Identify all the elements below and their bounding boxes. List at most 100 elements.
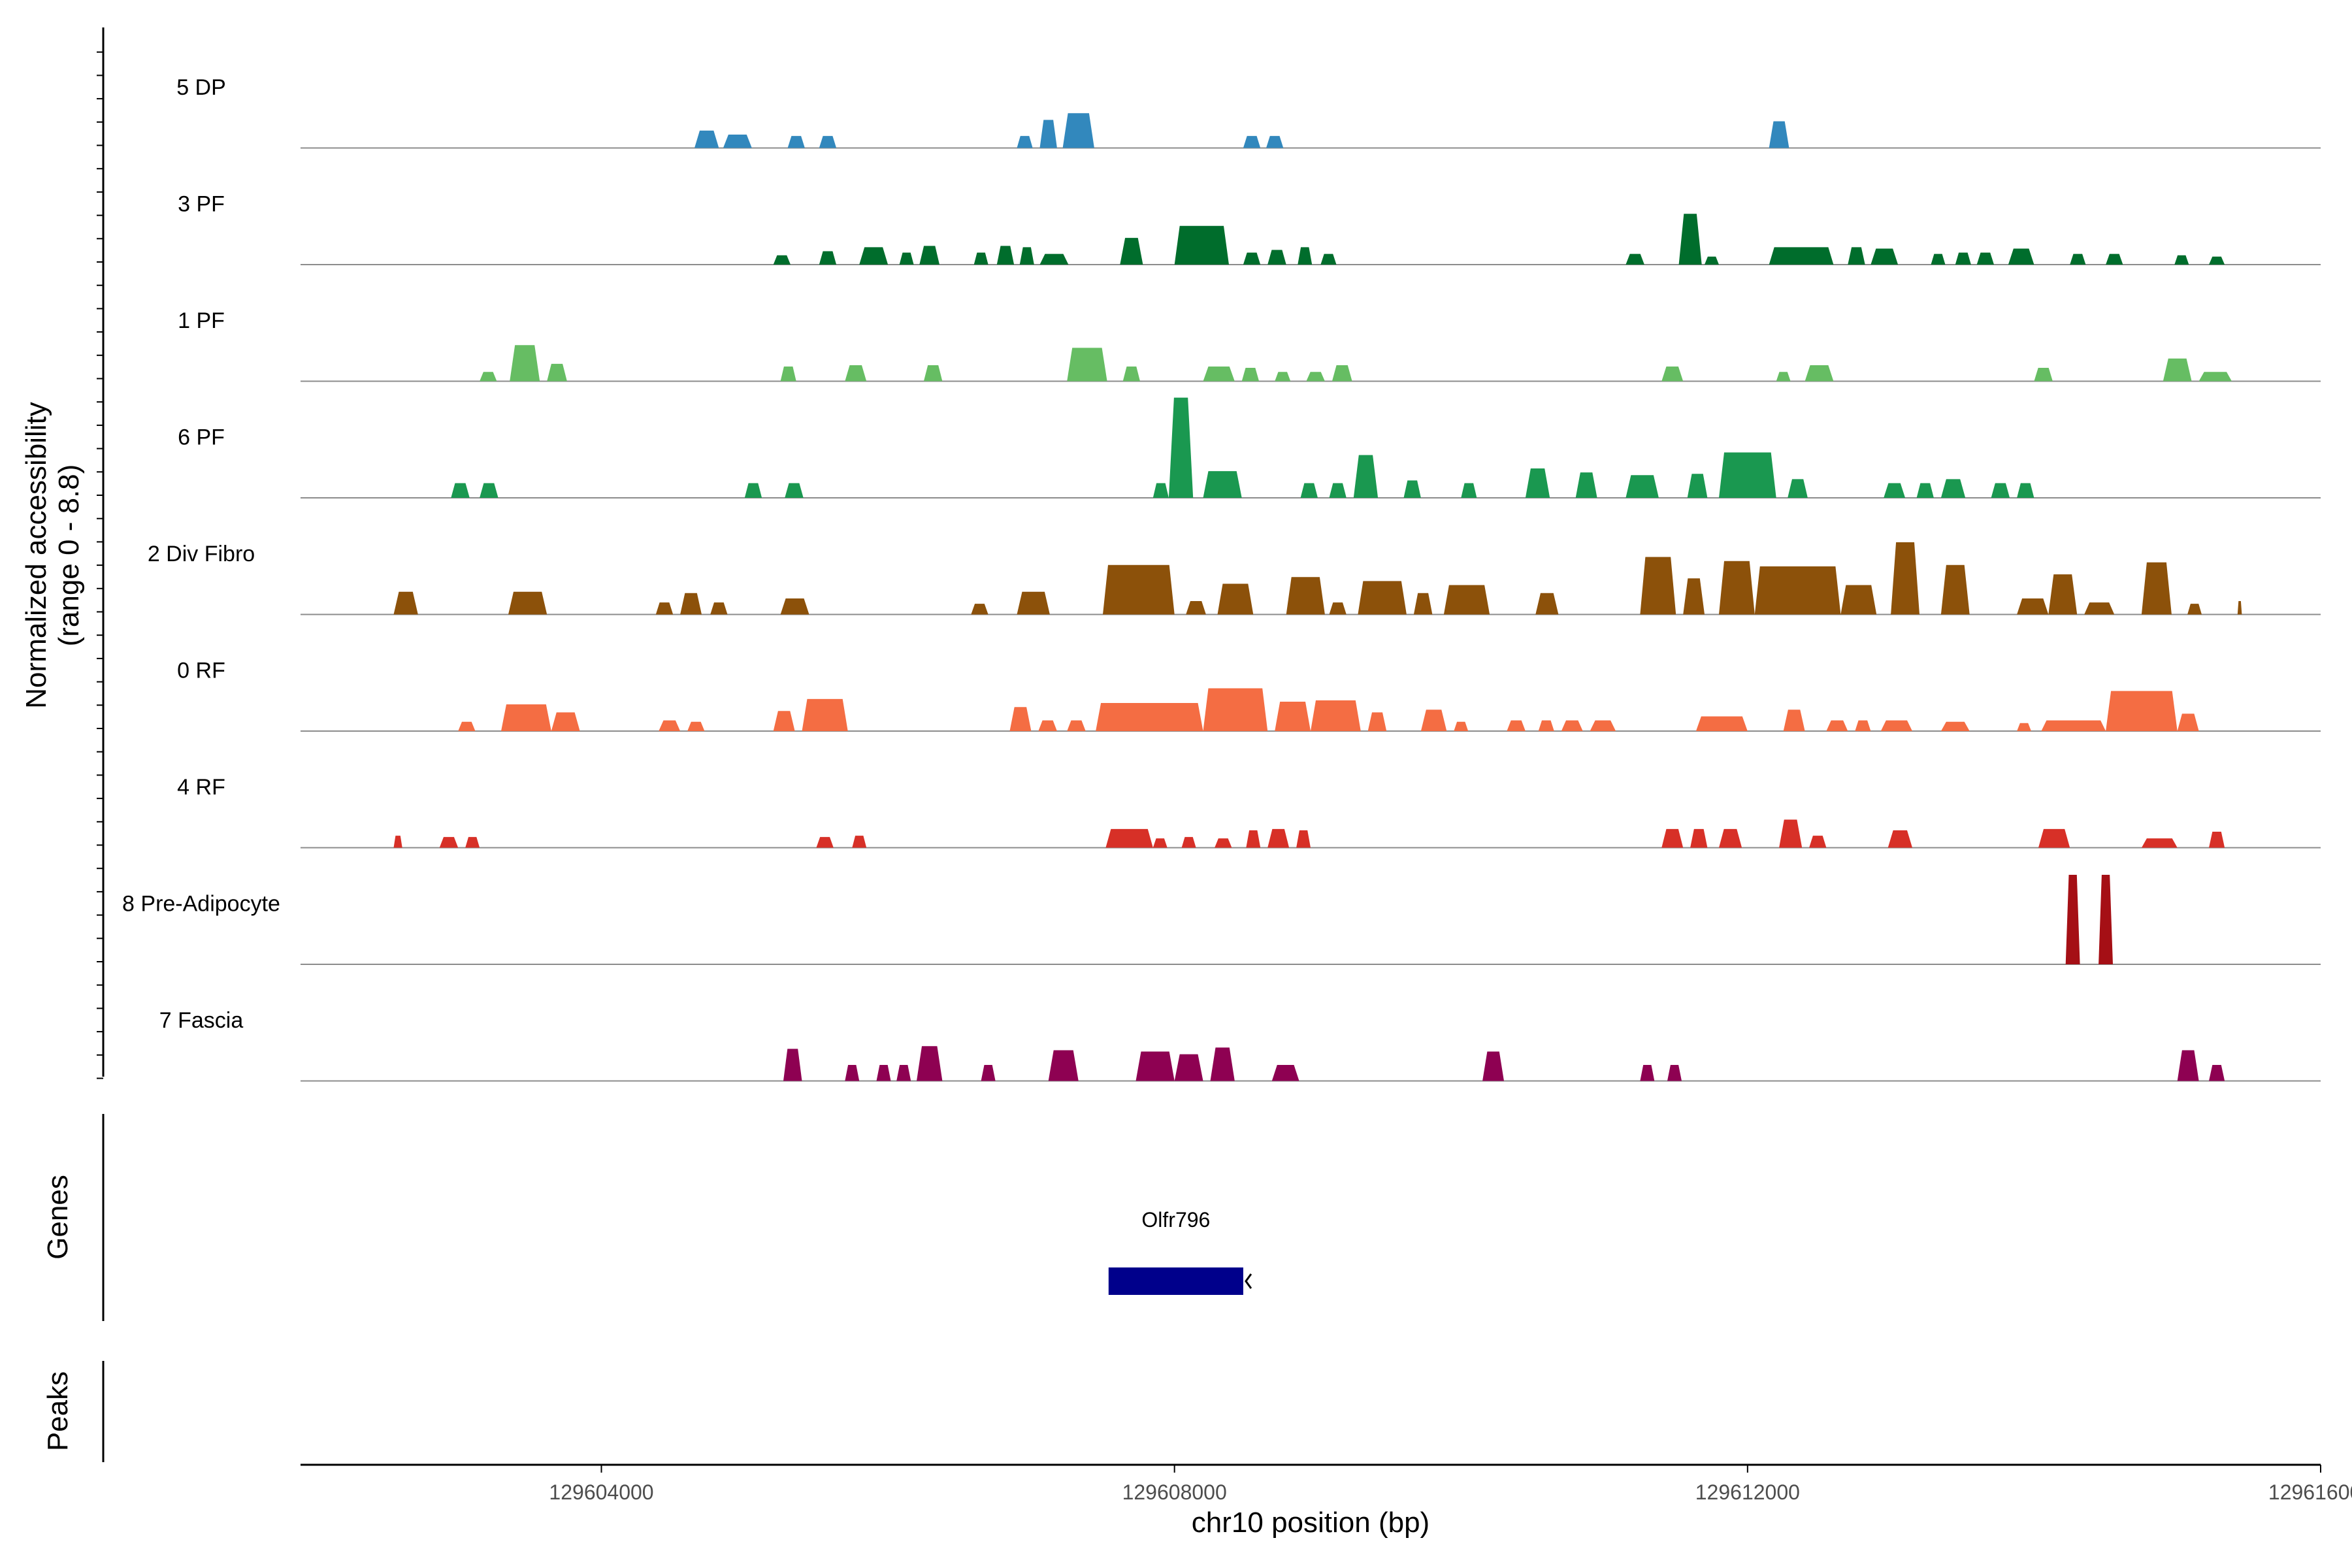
y-axis-title-line2: (range 0 - 8.8) [53, 465, 85, 647]
accessibility-peak [1331, 365, 1352, 382]
accessibility-peak [1203, 471, 1242, 498]
accessibility-peak [2034, 368, 2053, 382]
accessibility-peak [1353, 455, 1379, 498]
accessibility-peak [1640, 1065, 1655, 1081]
strand-arrow-icon [1245, 1273, 1252, 1289]
accessibility-peak [694, 130, 719, 148]
accessibility-peak [859, 247, 889, 265]
accessibility-peak [1017, 136, 1033, 148]
accessibility-peak [2187, 604, 2202, 615]
accessibility-peak [1019, 247, 1034, 265]
accessibility-peak [2041, 720, 2106, 731]
accessibility-peak [1168, 397, 1194, 498]
accessibility-peak [981, 1065, 996, 1081]
track-label: 4 RF [177, 775, 225, 800]
accessibility-peak [1103, 564, 1175, 615]
accessibility-peak [1038, 720, 1057, 731]
accessibility-peak [1017, 591, 1050, 615]
track-label: 0 RF [177, 659, 225, 683]
accessibility-peak [1575, 472, 1597, 498]
accessibility-peak [1826, 720, 1848, 731]
gene-label: Olfr796 [1141, 1208, 1210, 1232]
accessibility-peak [1955, 252, 1971, 265]
accessibility-peak [1210, 1047, 1235, 1081]
accessibility-peak [1880, 720, 1912, 731]
accessibility-peak [1246, 830, 1261, 848]
accessibility-peak [1174, 225, 1229, 265]
accessibility-peak [710, 602, 728, 615]
accessibility-peak [773, 711, 795, 731]
track-label: 7 Fascia [159, 1008, 244, 1033]
accessibility-peak [2177, 1050, 2199, 1081]
accessibility-peak [1296, 830, 1311, 848]
accessibility-peak [1152, 483, 1169, 498]
accessibility-peak [1976, 252, 1994, 265]
accessibility-peak [1870, 248, 1899, 265]
accessibility-peak [1482, 1051, 1504, 1081]
accessibility-peak [1776, 372, 1791, 382]
accessibility-peak [439, 837, 459, 848]
accessibility-peak [2141, 838, 2178, 848]
peaks-panel-label: Peaks [42, 1371, 74, 1451]
accessibility-peak [1769, 121, 1789, 148]
accessibility-peak [1454, 721, 1469, 731]
accessibility-peak [1443, 585, 1490, 615]
accessibility-peak [510, 345, 540, 382]
accessibility-peak [1535, 593, 1559, 615]
accessibility-peak [783, 1049, 802, 1081]
accessibility-peak [1848, 247, 1865, 265]
accessibility-peak [802, 698, 848, 731]
accessibility-peak [816, 837, 834, 848]
accessibility-peak [1181, 837, 1196, 848]
accessibility-peak [852, 836, 867, 848]
accessibility-peak [819, 251, 837, 265]
accessibility-peak [1695, 716, 1748, 731]
y-axis-title-line1: Normalized accessibility [20, 402, 52, 708]
accessibility-peak [1719, 828, 1742, 848]
accessibility-peak [1809, 836, 1827, 848]
accessibility-peak [1783, 710, 1805, 731]
accessibility-peak [2141, 562, 2172, 615]
accessibility-peak [1678, 214, 1702, 265]
accessibility-peak [896, 1065, 911, 1081]
accessibility-y-axis [97, 27, 105, 1079]
accessibility-peak [1779, 819, 1803, 848]
accessibility-peak [1788, 479, 1808, 498]
accessibility-peak [1215, 838, 1232, 848]
accessibility-peak [393, 836, 402, 848]
accessibility-peak [1105, 828, 1153, 848]
x-axis-ticks: 129604000 129608000 129612000 129616000 [549, 1465, 2352, 1504]
accessibility-peak [547, 363, 567, 382]
track-label: 3 PF [178, 192, 225, 217]
accessibility-peak [1067, 720, 1086, 731]
accessibility-peak [1916, 483, 1934, 498]
accessibility-peak [1940, 721, 1970, 731]
accessibility-peak [1062, 113, 1094, 148]
accessibility-peak [876, 1065, 891, 1081]
accessibility-peak [1039, 253, 1069, 265]
accessibility-peak [1420, 710, 1447, 731]
accessibility-peak [2209, 832, 2225, 848]
accessibility-peak [1286, 577, 1325, 615]
track-1-pf: 1 PF [178, 308, 2321, 382]
accessibility-peak [1661, 367, 1684, 382]
track-5-dp: 5 DP [176, 75, 2321, 149]
accessibility-peak [819, 136, 837, 148]
accessibility-peak [787, 136, 805, 148]
accessibility-peak [1769, 247, 1834, 265]
accessibility-peak [780, 598, 809, 615]
accessibility-peak [2209, 1065, 2225, 1081]
accessibility-peak [923, 365, 943, 382]
accessibility-peak [1329, 602, 1347, 615]
accessibility-peak [1267, 250, 1286, 265]
accessibility-peak [2237, 601, 2242, 615]
accessibility-peak [1640, 557, 1676, 615]
accessibility-peak [1690, 828, 1708, 848]
accessibility-peak [2038, 828, 2070, 848]
accessibility-peak [2017, 723, 2031, 731]
accessibility-peak [659, 720, 681, 731]
accessibility-peak [508, 591, 547, 615]
accessibility-peak [973, 252, 988, 265]
accessibility-peak [2198, 372, 2232, 382]
accessibility-peak [1122, 367, 1140, 382]
